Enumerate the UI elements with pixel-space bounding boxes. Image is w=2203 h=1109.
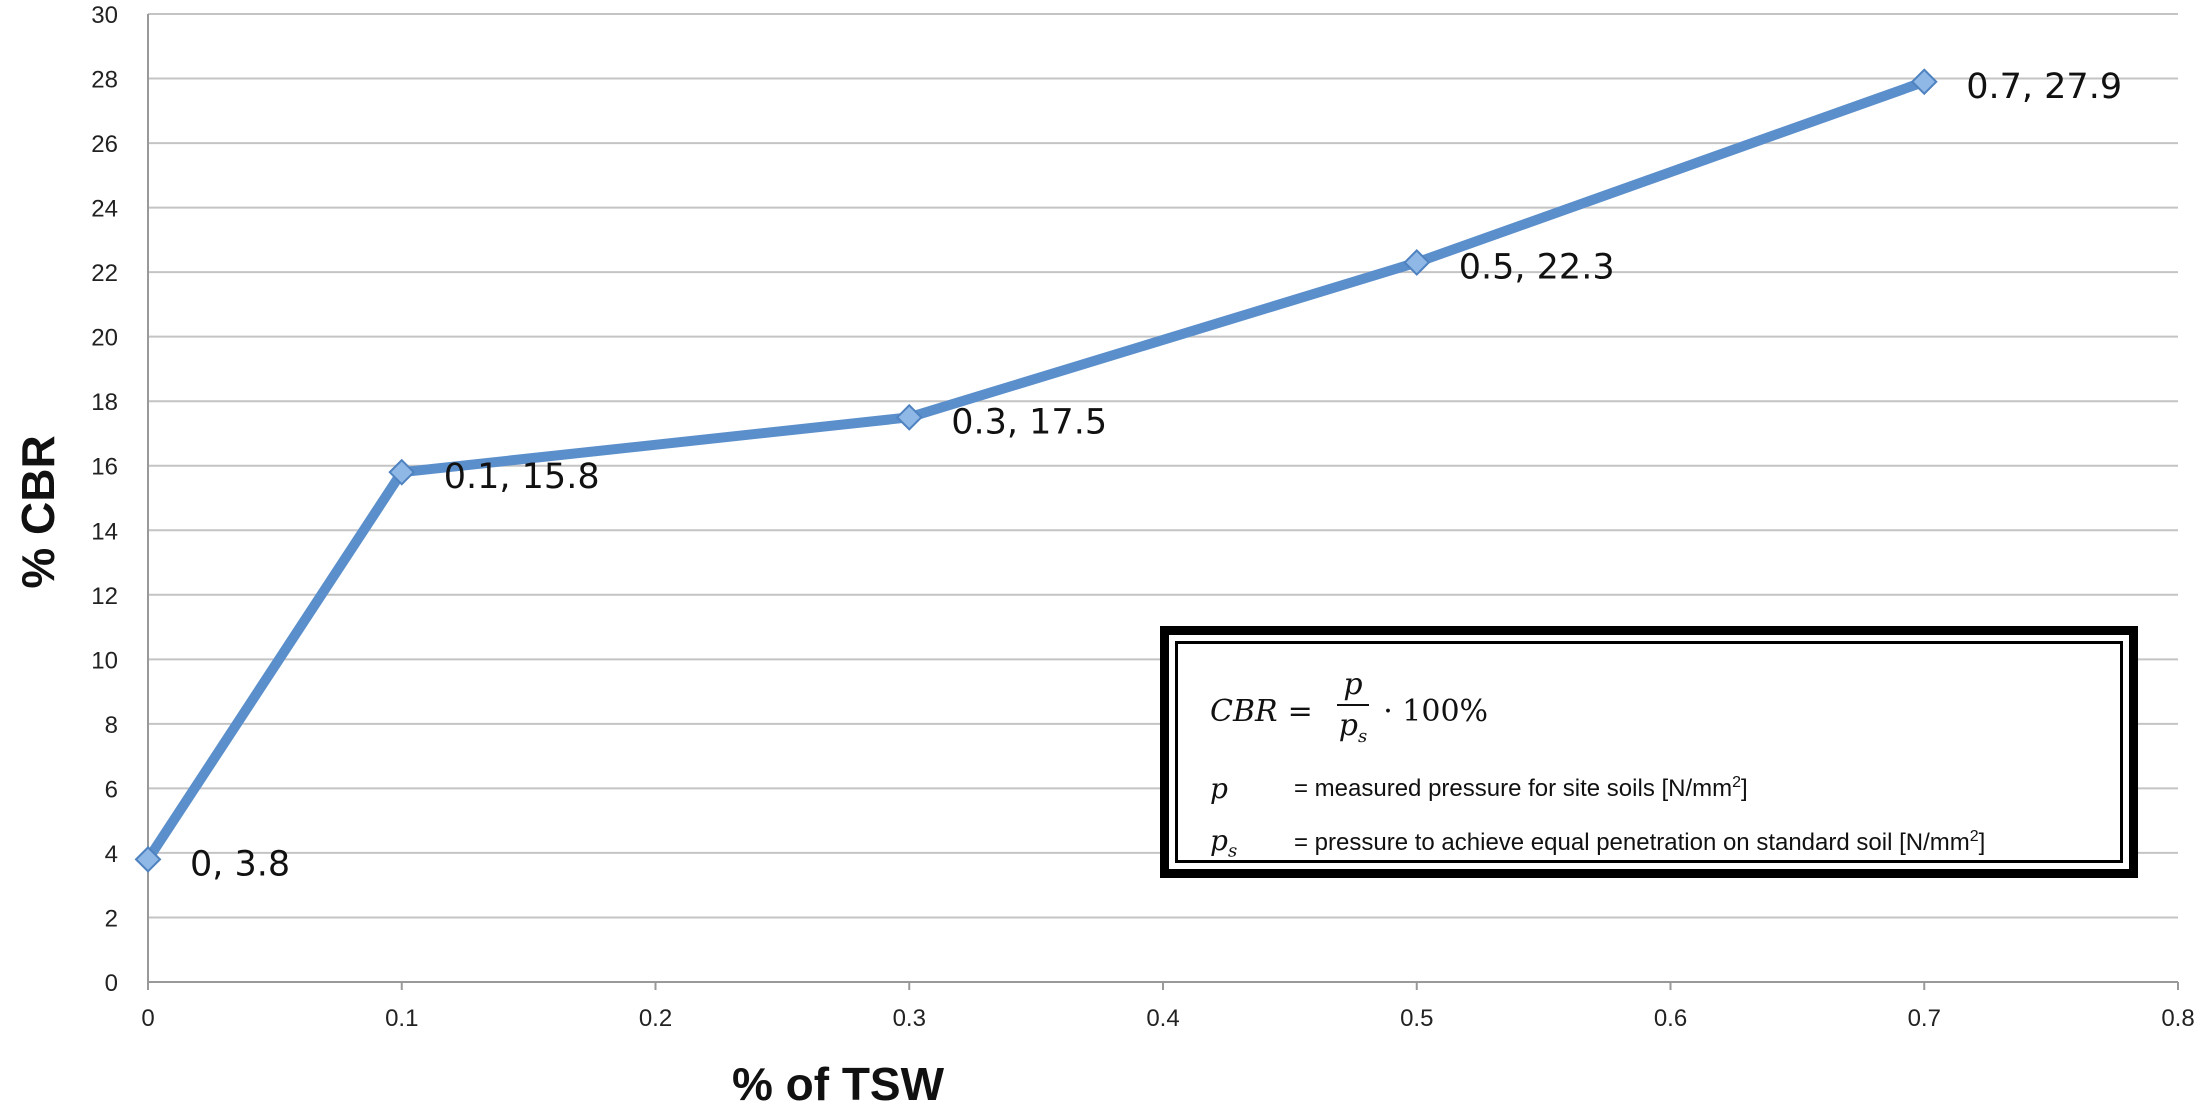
x-axis-title: % of TSW [732,1058,945,1109]
x-tick-label: 0.4 [1146,1005,1179,1032]
formula-numerator: p [1337,666,1369,706]
legend-description-p: = measured pressure for site soils [N/mm… [1294,774,1748,803]
y-tick-label: 14 [91,518,118,545]
y-tick-label: 22 [91,260,118,287]
data-label: 0, 3.8 [190,844,290,884]
formula-denominator-sub: s [1357,726,1368,747]
cbr-formula: CBR = p ps · 100% [1210,666,1488,757]
y-axis-title: % CBR [12,435,64,588]
legend-description-p-text: = measured pressure for site soils [N/mm [1294,775,1733,802]
y-tick-label: 0 [105,970,118,997]
y-tick-label: 2 [105,905,118,932]
data-label: 0.3, 17.5 [951,402,1107,442]
data-label: 0.1, 15.8 [444,457,600,497]
y-tick-label: 24 [91,196,118,223]
axes [147,14,2179,990]
x-tick-label: 0.3 [893,1005,926,1032]
legend-description-ps-text: = pressure to achieve equal penetration … [1294,829,1970,857]
formula-equals: = [1287,694,1313,729]
legend-description-p-sup: 2 [1732,774,1742,791]
legend-symbol-ps-sub: s [1227,840,1238,862]
x-tick-label: 0 [141,1005,154,1032]
x-tick-label: 0.1 [385,1005,418,1032]
formula-denominator-symbol: p [1338,708,1358,743]
formula-factor: · 100% [1383,694,1489,729]
formula-legend-row-ps: ps = pressure to achieve equal penetrati… [1210,824,1985,862]
data-point-marker [388,458,416,486]
formula-legend-row-p: p = measured pressure for site soils [N/… [1210,772,1748,805]
x-tick-label: 0.8 [2161,1005,2194,1032]
x-tick-labels: 0 0.1 0.2 0.3 0.4 0.5 0.6 0.7 0.8 [141,1005,2194,1032]
series-cbr [134,68,1938,873]
y-tick-label: 4 [105,841,118,868]
y-tick-label: 18 [91,389,118,416]
y-tick-label: 10 [91,647,118,674]
formula-fraction: p ps [1333,666,1373,757]
legend-description-ps-close: ] [1978,829,1986,857]
legend-symbol-ps-letter: p [1210,824,1228,857]
y-tick-label: 8 [105,712,118,739]
data-label: 0.5, 22.3 [1459,247,1615,287]
legend-description-p-close: ] [1741,775,1748,802]
x-tick-label: 0.5 [1400,1005,1433,1032]
legend-description-ps-sup: 2 [1969,828,1979,846]
legend-symbol-p-letter: p [1210,772,1228,805]
data-label: 0.7, 27.9 [1966,67,2122,107]
x-tick-label: 0.7 [1908,1005,1941,1032]
formula-inner-border: CBR = p ps · 100% p = measured pressure … [1175,641,2123,863]
formula-box: CBR = p ps · 100% p = measured pressure … [1160,626,2138,878]
data-point-marker [895,403,923,431]
x-tick-label: 0.6 [1654,1005,1687,1032]
legend-description-ps: = pressure to achieve equal penetration … [1294,828,1985,857]
formula-lhs: CBR [1210,694,1278,729]
legend-symbol-p: p [1210,772,1294,805]
y-tick-label: 30 [91,2,118,29]
y-tick-label: 28 [91,67,118,94]
data-point-marker [134,845,162,873]
data-point-marker [1910,68,1938,96]
y-tick-label: 20 [91,325,118,352]
legend-symbol-ps: ps [1210,824,1294,862]
data-labels: 0, 3.8 0.1, 15.8 0.3, 17.5 0.5, 22.3 0.7, 27… [190,67,2122,885]
y-tick-label: 6 [105,776,118,803]
y-tick-label: 26 [91,131,118,158]
data-point-marker [1403,249,1431,276]
formula-denominator: ps [1333,706,1373,757]
x-tick-label: 0.2 [639,1005,672,1032]
y-tick-label: 16 [91,454,118,481]
y-tick-label: 12 [91,583,118,610]
